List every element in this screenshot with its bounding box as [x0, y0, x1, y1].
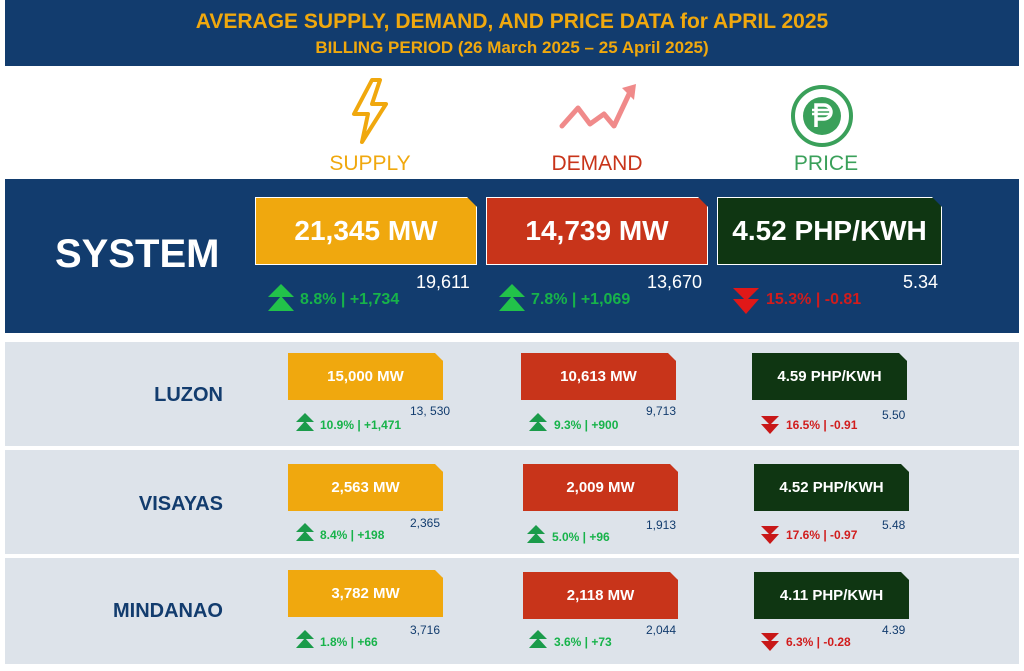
mindanao-supply-box: 3,782 MW [288, 570, 443, 617]
mindanao-supply-previous: 3,716 [410, 623, 441, 637]
visayas-demand-box: 2,009 MW [523, 464, 678, 511]
luzon-price-change: 16.5% | -0.91 [786, 418, 858, 432]
visayas-supply-previous: 2,365 [410, 516, 441, 530]
luzon-price-previous: 5.50 [882, 408, 906, 422]
system-supply-previous: 19,611 [416, 272, 470, 292]
system-demand-change: 7.8% | +1,069 [531, 291, 631, 308]
up-arrow-icon [295, 629, 315, 651]
system-price-previous: 5.34 [903, 272, 939, 292]
visayas-demand-change: 5.0% | +96 [552, 530, 610, 544]
system-supply-box: 21,345 MW [255, 197, 477, 265]
up-arrow-icon [498, 283, 526, 315]
page-title: AVERAGE SUPPLY, DEMAND, AND PRICE DATA f… [195, 10, 829, 33]
region-name-visayas: VISAYAS [138, 493, 223, 515]
mindanao-price-change: 6.3% | -0.28 [786, 635, 851, 649]
mindanao-demand-previous: 2,044 [646, 623, 677, 637]
down-arrow-icon [760, 630, 780, 652]
lightning-icon [348, 78, 392, 149]
region-name-mindanao: MINDANAO [113, 600, 223, 622]
system-demand-previous: 13,670 [647, 272, 703, 292]
visayas-price-previous: 5.48 [882, 518, 906, 532]
peso-icon [790, 84, 854, 153]
header-banner [5, 0, 1019, 66]
up-arrow-icon [295, 412, 315, 434]
down-arrow-icon [732, 284, 760, 316]
up-arrow-icon [295, 522, 315, 544]
trend-up-icon [558, 82, 640, 145]
region-name-luzon: LUZON [154, 384, 223, 406]
mindanao-price-box: 4.11 PHP/KWH [754, 572, 909, 619]
system-price-box: 4.52 PHP/KWH [717, 197, 942, 265]
mindanao-demand-change: 3.6% | +73 [554, 635, 612, 649]
mindanao-supply-change: 1.8% | +66 [320, 635, 378, 649]
system-title: SYSTEM [55, 232, 220, 276]
system-price-change: 15.3% | -0.81 [766, 291, 862, 308]
page-subtitle: BILLING PERIOD (26 March 2025 – 25 April… [315, 38, 709, 57]
visayas-supply-box: 2,563 MW [288, 464, 443, 511]
luzon-demand-previous: 9,713 [646, 404, 677, 418]
up-arrow-icon [267, 283, 295, 315]
mindanao-demand-box: 2,118 MW [523, 572, 678, 619]
system-demand-box: 14,739 MW [486, 197, 708, 265]
luzon-demand-box: 10,613 MW [521, 353, 676, 400]
up-arrow-icon [528, 629, 548, 651]
luzon-demand-change: 9.3% | +900 [554, 418, 619, 432]
luzon-price-box: 4.59 PHP/KWH [752, 353, 907, 400]
visayas-price-box: 4.52 PHP/KWH [754, 464, 909, 511]
down-arrow-icon [760, 413, 780, 435]
visayas-demand-previous: 1,913 [646, 518, 677, 532]
up-arrow-icon [528, 412, 548, 434]
luzon-supply-box: 15,000 MW [288, 353, 443, 400]
down-arrow-icon [760, 523, 780, 545]
up-arrow-icon [526, 524, 546, 546]
luzon-supply-previous: 13, 530 [410, 404, 451, 418]
visayas-price-change: 17.6% | -0.97 [786, 528, 858, 542]
price-header: PRICE [793, 152, 859, 175]
luzon-supply-change: 10.9% | +1,471 [320, 418, 402, 432]
system-supply-change: 8.8% | +1,734 [300, 291, 400, 308]
supply-header: SUPPLY [329, 152, 411, 175]
mindanao-price-previous: 4.39 [882, 623, 906, 637]
visayas-supply-change: 8.4% | +198 [320, 528, 385, 542]
demand-header: DEMAND [551, 152, 643, 175]
